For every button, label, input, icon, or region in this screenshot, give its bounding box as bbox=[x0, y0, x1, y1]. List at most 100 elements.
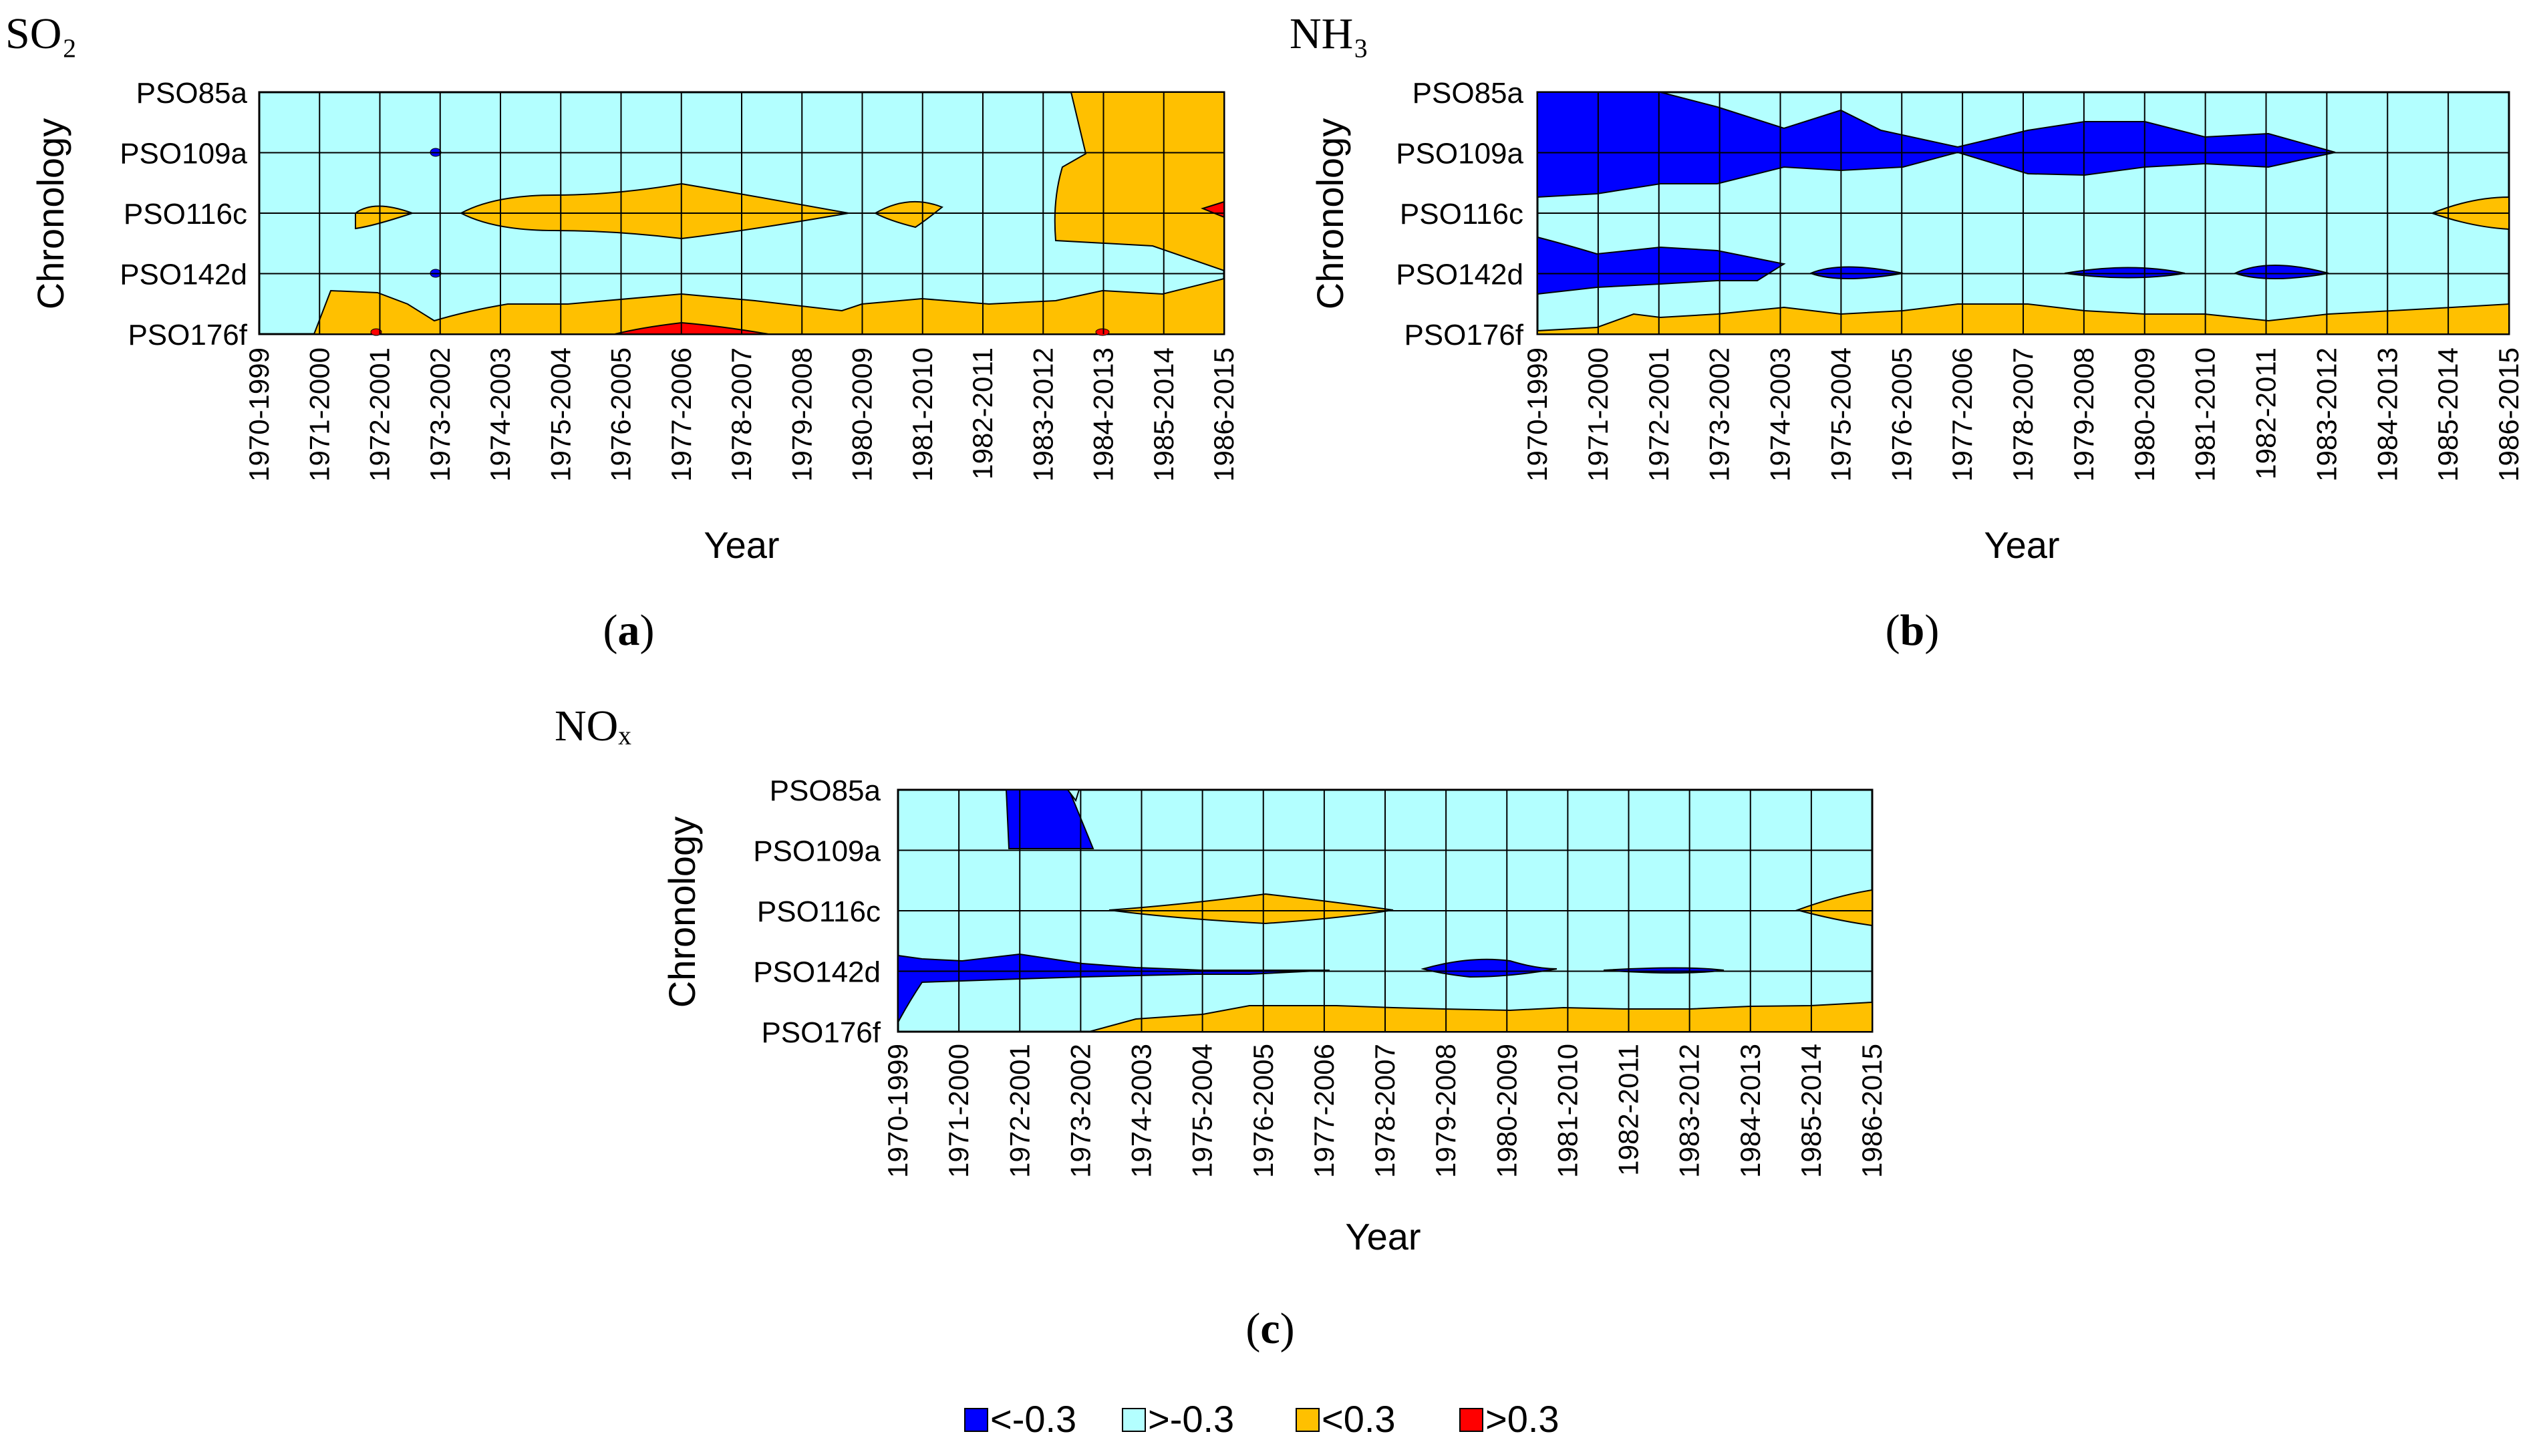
panel-c-y-ticks: PSO85a PSO109a PSO116c PSO142d PSO176f bbox=[753, 774, 881, 1049]
legend-item: <0.3 bbox=[1296, 1398, 1396, 1440]
panel-b-x-tick-label: 1981-2010 bbox=[2190, 347, 2221, 482]
panel-c-x-tick-label: 1972-2001 bbox=[1004, 1044, 1035, 1178]
panel-b-x-tick-label: 1975-2004 bbox=[1825, 347, 1856, 482]
panel-c-contour-small-light bbox=[1066, 789, 1080, 803]
panel-a-x-tick-label: 1970-1999 bbox=[243, 347, 275, 482]
panel-c-x-tick-label: 1985-2014 bbox=[1795, 1044, 1827, 1178]
panel-a-x-tick-label: 1986-2015 bbox=[1208, 347, 1239, 482]
panel-c-y-tick-label: PSO85a bbox=[770, 774, 881, 807]
panel-a-x-ticks: 1970-1999 1971-2000 1972-2001 1973-2002 1974… bbox=[243, 347, 1239, 482]
panel-a-x-tick-label: 1984-2013 bbox=[1088, 347, 1119, 482]
panel-a-x-tick-label: 1979-2008 bbox=[786, 347, 817, 482]
panel-c-x-tick-label: 1984-2013 bbox=[1735, 1044, 1766, 1178]
panel-c-contour-block-85a bbox=[1005, 789, 1094, 849]
panel-a-x-tick-label: 1977-2006 bbox=[665, 347, 697, 482]
panel-a-x-tick-label: 1985-2014 bbox=[1148, 347, 1179, 482]
legend-item: >0.3 bbox=[1459, 1398, 1559, 1440]
panel-b-x-tick-label: 1970-1999 bbox=[1521, 347, 1553, 482]
legend-item: <-0.3 bbox=[964, 1398, 1076, 1440]
panel-a-y-tick-label: PSO109a bbox=[120, 138, 247, 170]
panel-a-contour-dot-4 bbox=[1095, 328, 1110, 336]
panel-c-x-tick-label: 1986-2015 bbox=[1856, 1044, 1888, 1178]
panel-c-x-tick-label: 1976-2005 bbox=[1247, 1044, 1279, 1178]
panel-c-y-tick-label: PSO176f bbox=[761, 1016, 881, 1049]
panel-a-x-tick-label: 1974-2003 bbox=[484, 347, 516, 482]
panel-b-contour-band-142d bbox=[1537, 236, 1786, 295]
panel-b-x-tick-label: 1971-2000 bbox=[1582, 347, 1614, 482]
panel-c-y-tick-label: PSO142d bbox=[753, 956, 881, 989]
panel-a-contour-band-116c-3 bbox=[873, 200, 943, 229]
legend-swatch-less-than-minus-0.3 bbox=[964, 1408, 988, 1432]
panel-c-title: NOₓ bbox=[555, 702, 631, 750]
panel-b-x-tick-label: 1983-2012 bbox=[2311, 347, 2342, 482]
panel-c-y-tick-label: PSO116c bbox=[757, 895, 881, 928]
panel-a-x-tick-label: 1971-2000 bbox=[303, 347, 335, 482]
panel-a-y-tick-label: PSO116c bbox=[124, 198, 247, 231]
panel-b-y-tick-label: PSO142d bbox=[1396, 259, 1523, 291]
panel-c-xlabel: Year bbox=[1345, 1215, 1421, 1258]
panel-b-contour-band-109a bbox=[1537, 92, 2336, 198]
panel-b-x-ticks: 1970-1999 1971-2000 1972-2001 1973-2002 1974… bbox=[1521, 347, 2524, 482]
panel-b-x-tick-label: 1984-2013 bbox=[2371, 347, 2403, 482]
panel-b-title: NH₃ bbox=[1290, 9, 1368, 58]
legend-swatch-greater-than-0.3 bbox=[1459, 1408, 1483, 1432]
panel-c-x-tick-label: 1973-2002 bbox=[1064, 1044, 1096, 1178]
panel-b-y-tick-label: PSO85a bbox=[1413, 77, 1524, 110]
panel-a-title: SO₂ bbox=[5, 9, 77, 58]
panel-c-x-ticks: 1970-1999 1971-2000 1972-2001 1973-2002 1974… bbox=[882, 1044, 1888, 1178]
panel-b-x-tick-label: 1985-2014 bbox=[2432, 347, 2464, 482]
panel-a-y-tick-label: PSO142d bbox=[120, 259, 247, 291]
panel-c-label: (c) bbox=[1245, 1304, 1294, 1353]
panel-a-x-tick-label: 1980-2009 bbox=[847, 347, 878, 482]
panel-b-x-tick-label: 1982-2011 bbox=[2250, 347, 2282, 480]
panel-c-x-tick-label: 1983-2012 bbox=[1674, 1044, 1705, 1178]
panel-a-x-tick-label: 1972-2001 bbox=[364, 347, 396, 482]
panel-b-x-tick-label: 1979-2008 bbox=[2068, 347, 2099, 482]
panel-b-grid bbox=[1537, 152, 2509, 275]
panel-a-y-tick-label: PSO85a bbox=[136, 77, 248, 110]
panel-c-contour-lens-116c-right bbox=[1795, 889, 1873, 927]
panel-c-x-tick-label: 1981-2010 bbox=[1551, 1044, 1583, 1178]
panel-c-x-tick-label: 1982-2011 bbox=[1613, 1044, 1644, 1176]
legend-swatch-greater-than-minus-0.3 bbox=[1122, 1408, 1146, 1432]
legend: <-0.3 >-0.3 <0.3 >0.3 bbox=[964, 1398, 1559, 1440]
panel-b-x-tick-label: 1986-2015 bbox=[2493, 347, 2524, 482]
panel-b-y-ticks: PSO85a PSO109a PSO116c PSO142d PSO176f bbox=[1396, 77, 1524, 351]
panel-c-x-tick-label: 1980-2009 bbox=[1491, 1044, 1522, 1178]
panel-b-x-tick-label: 1977-2006 bbox=[1946, 347, 1978, 482]
panel-a-contour-dot-3 bbox=[370, 328, 382, 336]
panel-c: NOₓ PSO85a PSO109a PSO116c PSO142d PSO176f 1… bbox=[555, 702, 1888, 1353]
panel-b: NH₃ PSO85a PSO109a PSO116c PSO142d PSO176f 1… bbox=[1290, 9, 2524, 655]
panel-a-label: (a) bbox=[603, 606, 655, 655]
panel-b-xlabel: Year bbox=[1984, 524, 2059, 566]
panel-a-y-tick-label: PSO176f bbox=[128, 319, 247, 351]
panel-a-x-tick-label: 1982-2011 bbox=[967, 347, 998, 480]
legend-label-greater-than-minus-0.3: >-0.3 bbox=[1148, 1398, 1234, 1440]
panel-b-label: (b) bbox=[1886, 606, 1940, 655]
legend-label-less-than-0.3: <0.3 bbox=[1322, 1398, 1396, 1440]
panel-b-x-tick-label: 1980-2009 bbox=[2129, 347, 2160, 482]
panel-b-ylabel: Chronology bbox=[1309, 118, 1351, 309]
legend-label-greater-than-0.3: >0.3 bbox=[1485, 1398, 1559, 1440]
panel-b-x-tick-label: 1978-2007 bbox=[2007, 347, 2039, 482]
panel-c-x-tick-label: 1975-2004 bbox=[1187, 1044, 1218, 1178]
panel-c-x-tick-label: 1979-2008 bbox=[1430, 1044, 1461, 1178]
panel-c-y-tick-label: PSO109a bbox=[753, 835, 881, 868]
panel-a-xlabel: Year bbox=[704, 524, 779, 566]
panel-c-x-tick-label: 1977-2006 bbox=[1308, 1044, 1340, 1178]
panel-a-grid bbox=[259, 152, 1224, 275]
panel-a-contour-high-region-1 bbox=[1054, 92, 1225, 272]
panel-c-x-tick-label: 1970-1999 bbox=[882, 1044, 913, 1178]
panel-c-x-tick-label: 1974-2003 bbox=[1126, 1044, 1157, 1178]
panel-a-y-ticks: PSO85a PSO109a PSO116c PSO142d PSO176f bbox=[120, 77, 248, 351]
panel-a-x-tick-label: 1976-2005 bbox=[605, 347, 637, 482]
panel-c-ylabel: Chronology bbox=[661, 817, 703, 1008]
panel-a-x-tick-label: 1975-2004 bbox=[545, 347, 576, 482]
panel-b-x-tick-label: 1973-2002 bbox=[1704, 347, 1735, 482]
panel-a-x-tick-label: 1981-2010 bbox=[907, 347, 938, 482]
panel-a-ylabel: Chronology bbox=[29, 118, 71, 309]
panel-b-y-tick-label: PSO176f bbox=[1404, 319, 1523, 351]
panel-c-contour-band-bottom bbox=[1088, 1001, 1873, 1032]
panel-b-y-tick-label: PSO116c bbox=[1400, 198, 1523, 231]
panel-a-x-tick-label: 1978-2007 bbox=[726, 347, 757, 482]
